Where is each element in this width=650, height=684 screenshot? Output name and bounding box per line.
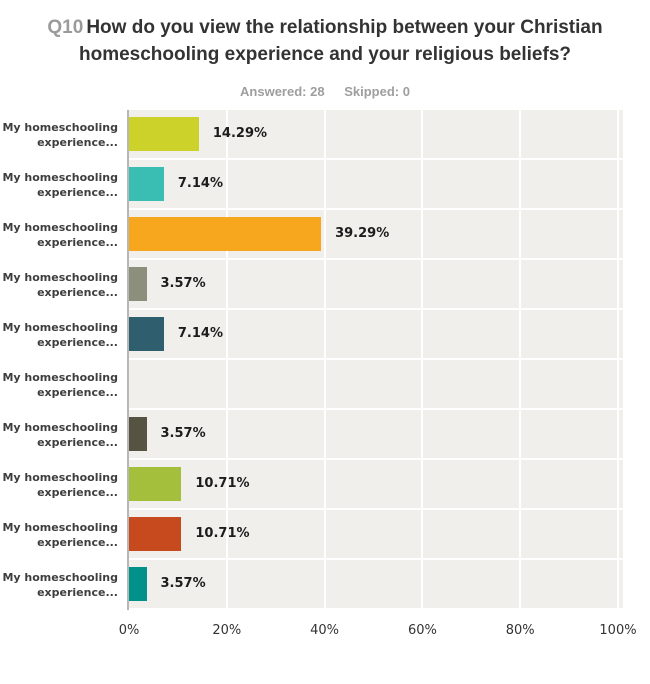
value-label: 14.29%	[212, 126, 268, 141]
bar-track: 3.57%	[127, 410, 623, 460]
bar-track: 39.29%	[127, 210, 623, 260]
value-label: 3.57%	[160, 276, 206, 291]
bar-track: 7.14%	[127, 310, 623, 360]
chart-row: My homeschooling experience... 39.29%	[0, 210, 623, 260]
bar-track	[127, 360, 623, 410]
question-text: How do you view the relationship between…	[78, 17, 603, 65]
chart-row: My homeschooling experience... 10.71%	[0, 460, 623, 510]
x-tick-label: 0%	[118, 623, 140, 638]
bar[interactable]	[129, 217, 322, 251]
chart-row: My homeschooling experience...	[0, 360, 623, 410]
x-axis: 0% 20% 40% 60% 80% 100%	[0, 623, 650, 643]
bar[interactable]	[129, 267, 147, 301]
question-title: Q10 How do you view the relationship betw…	[25, 14, 625, 68]
bar[interactable]	[129, 117, 199, 151]
chart-row: My homeschooling experience... 14.29%	[0, 110, 623, 160]
bar-track: 7.14%	[127, 160, 623, 210]
bar-track: 10.71%	[127, 460, 623, 510]
bar[interactable]	[129, 467, 182, 501]
bar-chart: My homeschooling experience... 14.29% My h…	[0, 110, 650, 643]
value-label: 10.71%	[195, 526, 250, 541]
chart-row: My homeschooling experience... 7.14%	[0, 310, 623, 360]
answer-stats: Answered: 28 Skipped: 0	[0, 84, 650, 99]
category-label: My homeschooling experience...	[2, 271, 118, 299]
value-label: 39.29%	[335, 226, 390, 241]
bar-track: 14.29%	[127, 110, 623, 160]
x-tick-label: 20%	[212, 623, 242, 638]
x-tick-label: 100%	[599, 623, 637, 638]
value-label: 10.71%	[195, 476, 250, 491]
chart-row: My homeschooling experience... 7.14%	[0, 160, 623, 210]
category-label: My homeschooling experience...	[2, 321, 118, 349]
bar[interactable]	[129, 417, 147, 451]
value-label: 7.14%	[177, 326, 223, 341]
bar[interactable]	[129, 167, 164, 201]
bar-track: 10.71%	[127, 510, 623, 560]
chart-row: My homeschooling experience... 3.57%	[0, 260, 623, 310]
category-label: My homeschooling experience...	[2, 221, 118, 249]
question-header: Q10 How do you view the relationship betw…	[0, 0, 650, 99]
bar[interactable]	[129, 317, 164, 351]
value-label: 7.14%	[177, 176, 223, 191]
bar-track: 3.57%	[127, 260, 623, 310]
x-tick-label: 40%	[310, 623, 340, 638]
x-tick-label: 60%	[407, 623, 437, 638]
answered-count: Answered: 28	[240, 84, 325, 99]
chart-row: My homeschooling experience... 3.57%	[0, 560, 623, 610]
category-label: My homeschooling experience...	[2, 521, 118, 549]
category-label: My homeschooling experience...	[2, 571, 118, 599]
category-label: My homeschooling experience...	[2, 421, 118, 449]
category-label: My homeschooling experience...	[2, 371, 118, 399]
value-label: 3.57%	[160, 426, 206, 441]
bar[interactable]	[129, 517, 182, 551]
chart-rows: My homeschooling experience... 14.29% My h…	[0, 110, 623, 610]
category-label: My homeschooling experience...	[2, 121, 118, 149]
chart-row: My homeschooling experience... 10.71%	[0, 510, 623, 560]
category-label: My homeschooling experience...	[2, 471, 118, 499]
question-number: Q10	[47, 17, 84, 38]
bar[interactable]	[129, 567, 147, 601]
skipped-count: Skipped: 0	[344, 84, 410, 99]
x-tick-label: 80%	[505, 623, 535, 638]
value-label: 3.57%	[160, 576, 206, 591]
category-label: My homeschooling experience...	[2, 171, 118, 199]
bar-track: 3.57%	[127, 560, 623, 610]
chart-row: My homeschooling experience... 3.57%	[0, 410, 623, 460]
